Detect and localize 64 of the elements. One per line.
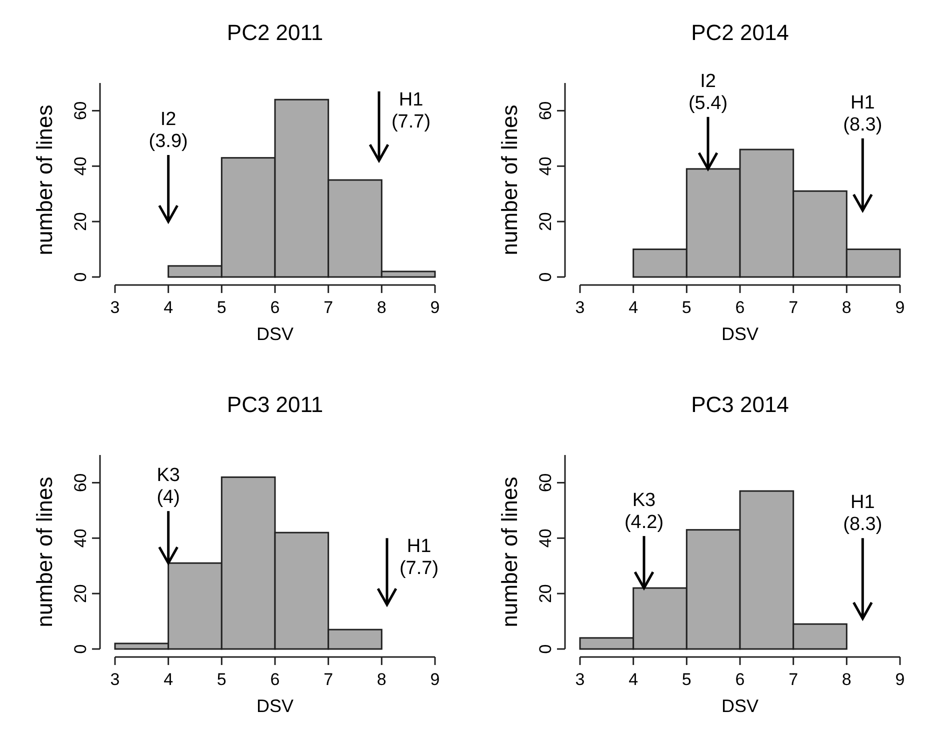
x-tick-label: 4: [628, 298, 638, 317]
x-tick-label: 8: [376, 670, 386, 689]
y-axis-title: number of lines: [32, 476, 57, 628]
x-axis-title: DSV: [256, 696, 294, 716]
y-tick-label: 20: [536, 584, 555, 604]
x-tick-label: 7: [788, 670, 798, 689]
x-tick-label: 6: [270, 298, 280, 317]
x-tick-label: 8: [842, 670, 852, 689]
x-axis-title: DSV: [721, 324, 759, 344]
y-tick-label: 60: [536, 473, 555, 492]
x-tick-label: 6: [270, 670, 280, 689]
y-tick-label: 40: [71, 528, 90, 548]
x-tick-label: 6: [735, 670, 745, 689]
x-tick-label: 3: [575, 670, 585, 689]
x-tick-label: 3: [110, 298, 120, 317]
x-tick-label: 7: [788, 298, 798, 317]
x-tick-label: 5: [216, 670, 226, 689]
chart-title: PC2 2011: [226, 20, 324, 45]
y-axis-title: number of lines: [497, 104, 522, 256]
y-tick-label: 0: [536, 644, 555, 654]
annotation: K3 (4.2): [624, 490, 664, 534]
chart-title: PC2 2014: [691, 20, 789, 45]
y-tick-label: 0: [71, 272, 90, 282]
x-tick-label: 7: [324, 670, 334, 689]
y-tick-label: 40: [536, 528, 555, 548]
y-tick-label: 40: [71, 156, 90, 176]
x-tick-label: 9: [895, 298, 905, 317]
annotation: I2 (3.9): [148, 109, 188, 152]
x-tick-label: 8: [842, 298, 852, 317]
y-tick-label: 20: [536, 212, 555, 232]
y-tick-label: 0: [71, 644, 90, 654]
y-tick-label: 40: [536, 156, 555, 176]
annotation: H1 (8.3): [843, 92, 882, 136]
x-tick-label: 5: [682, 298, 692, 317]
x-axis-title: DSV: [256, 324, 294, 344]
chart-title: PC3 2011: [226, 392, 324, 417]
x-tick-label: 4: [164, 298, 174, 317]
x-tick-label: 7: [324, 298, 334, 317]
annotation: I2 (5.4): [688, 70, 728, 114]
x-tick-label: 8: [376, 298, 386, 317]
annotation: H1 (8.3): [843, 492, 882, 536]
chart-title: PC3 2014: [691, 392, 789, 417]
y-axis-title: number of lines: [497, 476, 522, 628]
annotation: H1 (7.7): [399, 536, 439, 580]
y-tick-label: 60: [71, 473, 90, 492]
x-tick-label: 3: [575, 298, 585, 317]
y-tick-label: 0: [536, 272, 555, 282]
annotation: K3 (4): [156, 465, 180, 508]
x-tick-label: 6: [735, 298, 745, 317]
y-tick-label: 60: [536, 101, 555, 120]
x-tick-label: 9: [430, 298, 440, 317]
x-tick-label: 5: [216, 298, 226, 317]
x-tick-label: 5: [682, 670, 692, 689]
x-axis-title: DSV: [721, 696, 759, 716]
y-tick-label: 20: [71, 212, 90, 232]
x-tick-label: 4: [164, 670, 174, 689]
y-axis-title: number of lines: [32, 104, 57, 256]
x-tick-label: 4: [628, 670, 638, 689]
x-tick-label: 3: [110, 670, 120, 689]
x-tick-label: 9: [430, 670, 440, 689]
y-tick-label: 20: [71, 584, 90, 604]
x-tick-label: 9: [895, 670, 905, 689]
y-tick-label: 60: [71, 101, 90, 120]
annotation: H1 (7.7): [391, 89, 431, 132]
